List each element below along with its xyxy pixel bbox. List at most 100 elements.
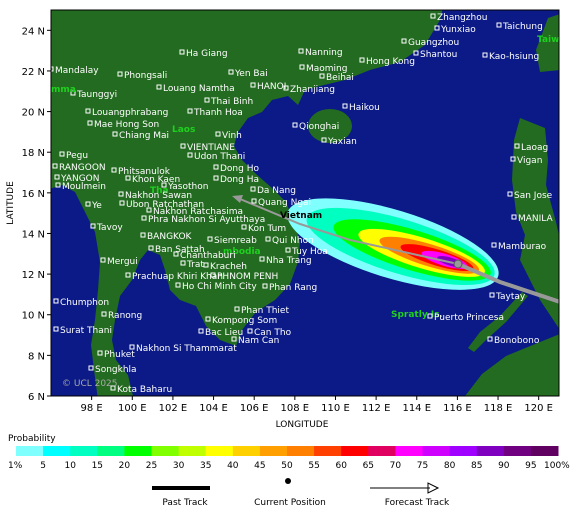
place-label: Ban Sattah <box>155 245 205 255</box>
colorbar-segment <box>368 446 396 456</box>
place-label: San Jose <box>514 191 553 201</box>
place-marker <box>85 108 91 114</box>
forecast-arrow-icon <box>427 482 440 494</box>
place-marker <box>129 344 135 350</box>
colorbar-label: 25 <box>146 461 157 471</box>
place-marker <box>262 283 268 289</box>
place-marker <box>85 201 91 207</box>
place-marker <box>187 108 193 114</box>
place-marker <box>228 69 234 75</box>
place-marker <box>298 48 304 54</box>
place-label: Phuket <box>104 350 135 360</box>
place-label: Kompong Som <box>212 316 277 326</box>
place-marker <box>285 247 291 253</box>
place-label: Beihai <box>326 73 354 83</box>
place-label: HANOI <box>257 82 286 92</box>
colorbar-segment <box>287 446 315 456</box>
place-marker <box>87 120 93 126</box>
place-marker <box>292 122 298 128</box>
place-label: Kracheh <box>210 262 247 272</box>
colorbar-label: 30 <box>173 461 185 471</box>
place-marker <box>321 137 327 143</box>
colorbar-label: 60 <box>335 461 347 471</box>
colorbar-segment <box>341 446 369 456</box>
place-marker <box>179 49 185 55</box>
land <box>51 10 559 396</box>
place-label: Ranong <box>108 311 142 321</box>
y-tick-label: 24 N <box>22 26 45 37</box>
place-labels: Zhangzhou Yunxiao Taichung Taiw Nanning Guang… <box>51 13 559 395</box>
place-marker <box>101 311 107 317</box>
place-label: Kao-hsiung <box>489 52 539 62</box>
colorbar-segment <box>232 446 261 456</box>
place-marker <box>413 50 419 56</box>
place-label: Vigan <box>517 156 542 166</box>
colorbar-segment <box>151 446 180 456</box>
place-label: Haikou <box>349 103 380 113</box>
place-marker <box>250 186 256 192</box>
colorbar-segment <box>259 446 288 456</box>
colorbar-segment <box>16 446 44 456</box>
x-tick-label: 108 E <box>281 403 310 414</box>
place-marker <box>213 175 219 181</box>
place-marker <box>205 316 211 322</box>
colorbar-label: 35 <box>200 461 211 471</box>
y-tick-label: 22 N <box>22 67 45 78</box>
place-marker <box>231 336 237 342</box>
place-label: Yasothon <box>167 182 208 192</box>
place-marker <box>434 25 440 31</box>
place-marker <box>100 257 106 263</box>
place-label: Surat Thani <box>60 326 112 336</box>
place-label: Taichung <box>502 22 543 32</box>
place-marker <box>148 245 154 251</box>
place-label: Phra Nakhon Si Ayutthaya <box>148 215 265 225</box>
place-label: Phongsali <box>124 71 167 81</box>
place-label: Pegu <box>66 151 88 161</box>
colorbar-label: 55 <box>308 461 319 471</box>
y-tick-label: 18 N <box>22 148 45 159</box>
place-label: Laoag <box>521 143 548 153</box>
place-marker <box>90 223 96 229</box>
colorbar-label: 65 <box>363 461 374 471</box>
place-label: Kon Tum <box>248 224 286 234</box>
place-label: Nha Trang <box>266 256 312 266</box>
map-area: Zhangzhou Yunxiao Taichung Taiw Nanning Guang… <box>51 10 559 396</box>
place-label: Yen Bai <box>234 69 268 79</box>
place-marker <box>215 131 221 137</box>
place-label: Prachuap Khiri Khan <box>132 272 223 282</box>
colorbar-label: 95 <box>525 461 536 471</box>
place-label: Maoming <box>306 64 347 74</box>
x-tick-label: 120 E <box>524 403 553 414</box>
place-label: Chiang Mai <box>119 131 169 141</box>
place-marker <box>70 90 76 96</box>
place-label: Da Nang <box>257 186 296 196</box>
place-marker <box>146 207 152 213</box>
y-axis-title: LATITUDE <box>6 181 16 225</box>
place-label: Nakhon Sawan <box>125 191 192 201</box>
place-marker <box>507 191 513 197</box>
place-marker <box>156 84 162 90</box>
place-marker <box>234 306 240 312</box>
colorbar-segment <box>97 446 125 456</box>
place-marker <box>112 131 118 137</box>
place-marker <box>125 272 131 278</box>
place-marker <box>187 152 193 158</box>
x-tick-label: 112 E <box>362 403 391 414</box>
place-marker <box>283 85 289 91</box>
place-marker <box>97 350 103 356</box>
place-marker <box>210 272 216 278</box>
place-label: Phan Thiet <box>241 306 289 316</box>
place-label: Moulmein <box>62 182 106 192</box>
colorbar-label: 10 <box>64 461 76 471</box>
legend-label: Forecast Track <box>385 498 450 508</box>
place-label: Thanh Hoa <box>193 108 243 118</box>
place-marker <box>511 214 517 220</box>
place-marker <box>359 57 365 63</box>
place-label: Thai Binh <box>210 97 253 107</box>
place-marker <box>265 236 271 242</box>
colorbar-segment <box>503 446 532 456</box>
colorbar-label: 20 <box>119 461 131 471</box>
x-tick-label: 100 E <box>118 403 147 414</box>
place-marker <box>204 97 210 103</box>
place-label: Bac Lieu <box>205 328 243 338</box>
